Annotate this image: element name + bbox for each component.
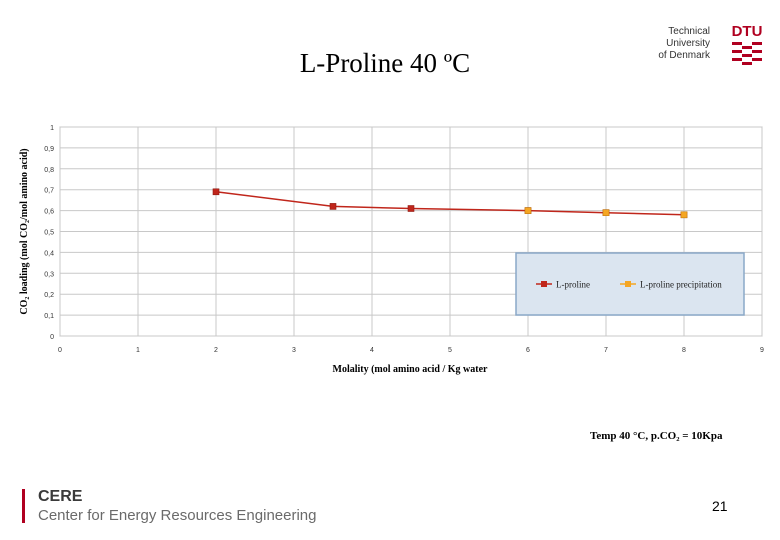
- x-tick-label: 5: [448, 347, 452, 354]
- footer-org-full: Center for Energy Resources Engineering: [38, 507, 317, 524]
- x-tick-label: 8: [682, 347, 686, 354]
- y-tick-label: 0,7: [44, 188, 54, 195]
- series-line: [215, 191, 685, 216]
- x-tick-label: 1: [136, 347, 140, 354]
- chart-container: 0 0,1 0,2 0,3 0,4 0,5 0,6 0,7 0,8 0,9 1 0 1 2 3 4 5 6 7 8 9 M…: [0, 115, 780, 385]
- x-tick-label: 0: [58, 347, 62, 354]
- dtu-mark-text: DTU: [732, 23, 763, 40]
- data-point: [329, 203, 337, 210]
- dtu-logo-line1: Technical University: [666, 26, 710, 49]
- chart: 0 0,1 0,2 0,3 0,4 0,5 0,6 0,7 0,8 0,9 1 0 1 2 3 4 5 6 7 8 9 M…: [19, 125, 764, 375]
- y-axis-label: CO₂ loading (mol CO₂/mol amino acid): [19, 148, 30, 314]
- conditions-label: Temp 40 °C, p.CO₂ = 10Kpa: [590, 430, 723, 442]
- x-tick-label: 4: [370, 347, 374, 354]
- y-tick-label: 0,3: [44, 271, 54, 278]
- legend-swatch-marker: [625, 281, 631, 287]
- legend-swatch-marker: [541, 281, 547, 287]
- y-tick-label: 0,9: [44, 146, 54, 153]
- y-tick-label: 0,4: [44, 250, 54, 257]
- y-tick-label: 0,5: [44, 230, 54, 237]
- x-tick-label: 6: [526, 347, 530, 354]
- y-tick-label: 0: [50, 334, 54, 341]
- x-tick-label: 7: [604, 347, 608, 354]
- x-tick-label: 9: [760, 347, 764, 354]
- footer-accent-bar: [22, 489, 25, 523]
- legend-label: L-proline: [556, 280, 590, 290]
- footer-org: CERE: [38, 488, 83, 505]
- y-tick-label: 0,2: [44, 292, 54, 299]
- dtu-logo-text: Technical University of Denmark: [630, 26, 710, 62]
- data-point: [602, 209, 610, 216]
- y-tick-label: 0,8: [44, 167, 54, 174]
- dtu-logo: Technical University of Denmark DTU: [630, 22, 770, 70]
- data-point: [407, 205, 415, 212]
- slide-title: L-Proline 40 ºC: [299, 48, 471, 78]
- dtu-emblem-icon: DTU: [732, 23, 763, 65]
- page-number: 21: [712, 498, 728, 514]
- dtu-logo-line2: of Denmark: [658, 50, 710, 61]
- x-tick-label: 3: [292, 347, 296, 354]
- y-tick-label: 0,1: [44, 313, 54, 320]
- y-tick-label: 1: [50, 125, 54, 132]
- legend-label: L-proline precipitation: [640, 280, 722, 290]
- y-tick-label: 0,6: [44, 209, 54, 216]
- x-axis-label: Molality (mol amino acid / Kg water: [333, 364, 489, 375]
- x-tick-label: 2: [214, 347, 218, 354]
- data-point: [212, 188, 220, 196]
- data-point: [524, 207, 532, 214]
- data-point: [680, 211, 688, 219]
